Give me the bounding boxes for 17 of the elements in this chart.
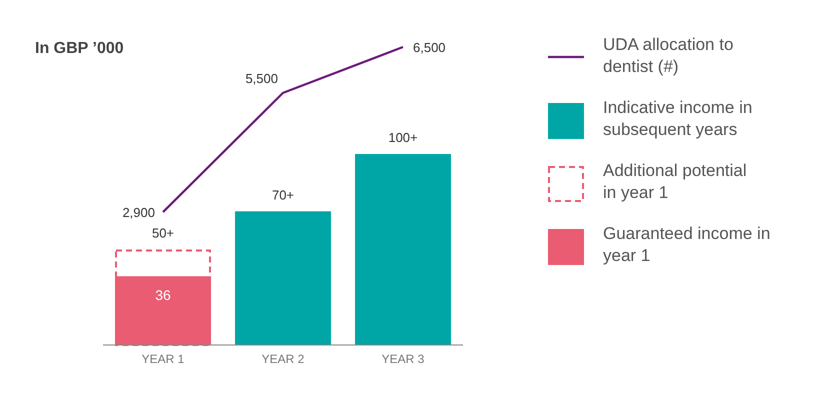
legend-label: Indicative income in subsequent years — [603, 98, 752, 139]
x-tick-label: YEAR 2 — [262, 352, 305, 366]
data-label: 36 — [155, 287, 171, 304]
data-label: 100+ — [388, 130, 418, 145]
chart-title: In GBP ’000 — [35, 40, 124, 57]
legend-label: UDA allocation to dentist (#) — [603, 35, 734, 76]
legend-label: Guaranteed income in year 1 — [603, 224, 770, 265]
legend-label: Additional potential in year 1 — [603, 161, 747, 202]
x-tick-label: YEAR 3 — [382, 352, 425, 366]
x-tick-label: YEAR 1 — [142, 352, 185, 366]
bar — [355, 154, 451, 345]
data-label: 2,900 — [122, 205, 155, 220]
data-label: 70+ — [272, 187, 294, 202]
data-label: 6,500 — [413, 40, 446, 55]
data-label: 50+ — [152, 226, 174, 240]
bar — [235, 211, 331, 345]
data-label: 5,500 — [245, 70, 278, 86]
